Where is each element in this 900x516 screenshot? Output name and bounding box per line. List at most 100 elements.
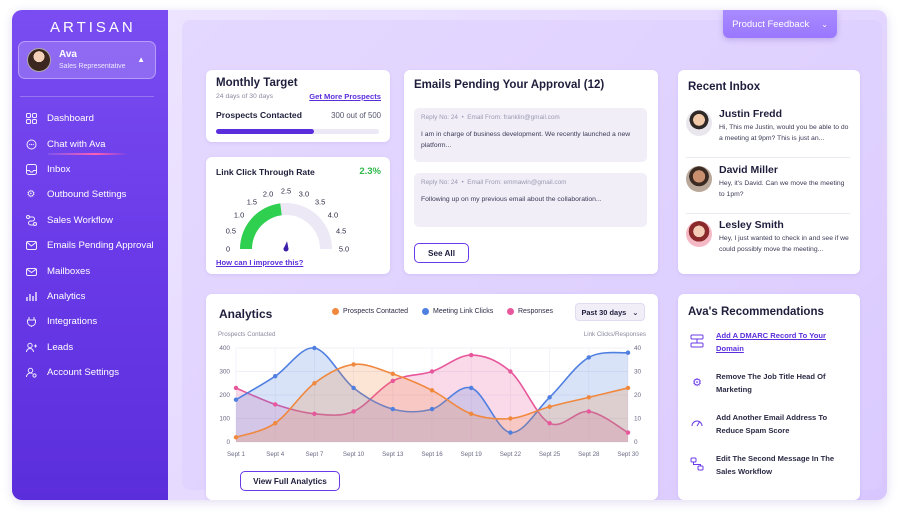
gauge-tick-label: 3.0 [299,189,309,198]
dns-record-icon [688,332,706,350]
improve-ctr-link[interactable]: How can I improve this? [216,258,304,267]
get-more-prospects-link[interactable]: Get More Prospects [309,92,381,101]
legend-swatch [422,308,429,315]
data-point [625,430,631,435]
reply-number: Reply No: 24 [421,179,458,186]
data-point [586,395,591,400]
user-switcher[interactable]: Ava Sales Representative ▲ [18,41,156,79]
x-tick-label: Sept 25 [539,451,561,458]
x-tick-label: Sept 1 [227,451,245,458]
recommendations-title: Ava's Recommendations [688,306,824,318]
product-feedback-button[interactable]: Product Feedback ⌄ [723,10,837,38]
gauge-tick-label: 0.5 [226,227,236,236]
x-tick-label: Sept 22 [500,451,522,458]
user-name: Ava [59,49,77,60]
see-all-button[interactable]: See All [414,243,469,263]
sidebar-item-outbound-settings[interactable]: ⚙ Outbound Settings [12,182,168,207]
integrations-icon [25,316,37,328]
workflow-icon [25,214,37,226]
gauge-tick-label: 4.5 [336,227,346,236]
gauge-tick-label: 3.5 [315,198,325,207]
ctr-title: Link Click Through Rate [216,167,315,177]
sidebar-item-integrations[interactable]: Integrations [12,309,168,334]
legend-label: Prospects Contacted [343,308,408,315]
email-from: Email From: emmawin@gmail.com [467,179,567,186]
data-point [508,416,513,421]
data-point [312,381,317,386]
sidebar-item-dashboard[interactable]: Dashboard [12,106,168,131]
gauge-tick-label: 0 [226,245,230,254]
email-preview: I am in charge of business development. … [421,131,631,150]
gauge-tick-label: 2.0 [263,189,273,198]
legend-item: Meeting Link Clicks [422,308,493,315]
product-feedback-label: Product Feedback [732,18,810,30]
y-left-tick-label: 300 [219,369,230,376]
x-tick-label: Sept 10 [343,451,365,458]
legend-swatch [332,308,339,315]
user-role: Sales Representative [59,63,126,70]
sender-name: Lesley Smith [719,219,784,231]
sidebar-item-leads[interactable]: Leads [12,335,168,360]
data-point [429,406,435,412]
sidebar-item-label: Mailboxes [47,265,91,277]
avatar [686,221,712,247]
monthly-target-subtitle: 24 days of 30 days [216,93,274,100]
x-tick-label: Sept 19 [461,451,483,458]
reply-number: Reply No: 24 [421,114,458,121]
sidebar-item-sales-workflow[interactable]: Sales Workflow [12,208,168,233]
data-point [390,378,395,384]
gauge-tick-label: 1.0 [234,210,244,219]
legend-item: Prospects Contacted [332,308,408,315]
sidebar: ARTISAN Ava Sales Representative ▲ Dashb… [12,10,168,500]
date-range-value: Past 30 days [581,307,627,317]
divider [686,213,850,214]
legend-swatch [507,308,514,315]
y-right-tick-label: 0 [634,439,638,446]
y-right-tick-label: 40 [634,345,642,352]
sidebar-item-label: Inbox [47,163,71,175]
data-point [547,395,552,400]
metric-value: 300 out of 500 [331,111,381,120]
data-point [273,402,278,407]
data-point [312,345,317,351]
date-range-select[interactable]: Past 30 days ⌄ [575,303,645,321]
data-point [233,397,239,402]
data-point [390,371,395,377]
sidebar-item-label: Leads [47,341,74,353]
email-meta: Reply No: 24 • Email From: emmawin@gmail… [421,179,567,186]
recommendation-text: Edit The Second Message In The Sales Wor… [716,454,835,476]
analytics-chart: Prospects Contacted Link Clicks/Responses… [218,331,646,458]
sidebar-item-account-settings[interactable]: Account Settings [12,360,168,385]
view-full-analytics-button[interactable]: View Full Analytics [240,471,340,491]
sender-name: Justin Fredd [719,108,783,120]
legend-label: Meeting Link Clicks [433,308,494,315]
data-point [586,355,591,360]
x-tick-label: Sept 16 [421,451,443,458]
recent-inbox-title: Recent Inbox [688,81,761,93]
avatar [686,166,712,192]
y-left-tick-label: 0 [226,439,230,446]
caret-up-icon: ▲ [137,55,145,64]
list-item[interactable]: Reply No: 24 • Email From: franklin@gmai… [414,108,647,162]
email-meta: Reply No: 24 • Email From: franklin@gmai… [421,114,560,121]
speedometer-icon [688,414,706,432]
avatar [27,48,51,72]
analytics-title: Analytics [219,307,273,321]
sidebar-item-mailboxes[interactable]: Mailboxes [12,258,168,283]
sidebar-item-chat[interactable]: Chat with Ava [12,131,168,156]
recommendation-text[interactable]: Add A DMARC Record To Your Domain [716,331,826,353]
sidebar-item-label: Chat with Ava [47,138,106,150]
account-gear-icon [25,367,37,379]
monthly-target-card: Monthly Target 24 days of 30 days Get Mo… [206,70,390,142]
sidebar-item-inbox[interactable]: Inbox [12,157,168,182]
mailbox-icon [25,265,37,277]
data-point [390,406,395,412]
sidebar-item-emails-pending[interactable]: Emails Pending Approval [12,233,168,258]
legend-item: Responses [507,308,553,315]
sidebar-item-analytics[interactable]: Analytics [12,284,168,309]
progress-fill [216,129,314,134]
gauge-tick-label: 4.0 [328,210,338,219]
data-point [351,362,356,367]
data-point [469,411,474,416]
list-item[interactable]: Reply No: 24 • Email From: emmawin@gmail… [414,173,647,227]
